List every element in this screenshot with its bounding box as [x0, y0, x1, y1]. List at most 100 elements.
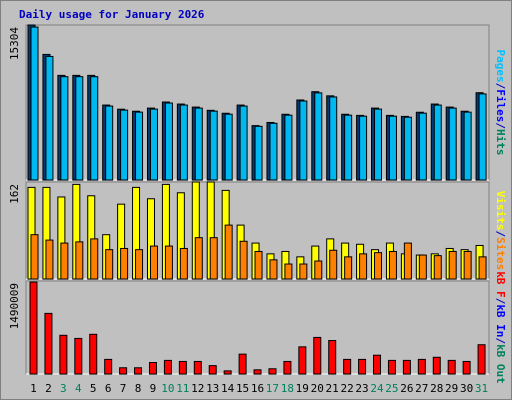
- x-tick-label: 7: [120, 382, 127, 395]
- side-label-part: Visits: [494, 191, 507, 231]
- side-label-part: Pages: [494, 50, 507, 83]
- bar: [209, 237, 218, 280]
- bar: [283, 360, 292, 375]
- x-tick-label: 5: [90, 382, 97, 395]
- bar: [298, 346, 307, 375]
- x-tick-label: 25: [385, 382, 398, 395]
- bar: [478, 256, 487, 280]
- side-label-part: Files: [494, 89, 507, 122]
- x-tick-label: 22: [340, 382, 353, 395]
- bar: [387, 359, 396, 375]
- bar: [403, 116, 412, 181]
- bar: [239, 240, 248, 280]
- bar: [313, 336, 322, 375]
- bar: [432, 356, 441, 375]
- bar: [179, 104, 188, 181]
- bar: [254, 125, 263, 181]
- x-tick-label: 15: [236, 382, 249, 395]
- x-tick-label: 21: [326, 382, 339, 395]
- x-tick-label: 31: [475, 382, 488, 395]
- bar: [30, 234, 39, 280]
- bar: [299, 100, 308, 181]
- x-tick-label: 14: [221, 382, 235, 395]
- bar: [403, 242, 412, 280]
- bar: [344, 114, 353, 181]
- bar: [359, 253, 368, 280]
- x-tick-label: 23: [355, 382, 368, 395]
- bar: [135, 111, 144, 181]
- x-tick-label: 1: [30, 382, 37, 395]
- chart-title: Daily usage for January 2026: [19, 8, 205, 21]
- x-tick-label: 27: [415, 382, 428, 395]
- y-tick-label: 162: [8, 184, 21, 204]
- bar: [463, 250, 472, 280]
- side-label-part: /: [494, 83, 507, 90]
- bar: [299, 263, 308, 280]
- bar: [314, 260, 323, 280]
- bar: [358, 358, 367, 375]
- bar: [89, 333, 98, 375]
- bar: [373, 354, 382, 375]
- bar: [417, 358, 426, 375]
- bar: [314, 92, 323, 181]
- y-tick-label: 15304: [8, 27, 21, 60]
- bar: [164, 102, 173, 181]
- bar: [284, 263, 293, 280]
- bar: [193, 360, 202, 375]
- bar: [433, 104, 442, 181]
- bar: [224, 113, 233, 181]
- bar: [223, 370, 232, 375]
- x-tick-label: 6: [105, 382, 112, 395]
- bar: [60, 242, 69, 280]
- x-tick-label: 16: [251, 382, 264, 395]
- bar: [433, 255, 442, 280]
- bar: [224, 224, 233, 280]
- x-tick-label: 17: [266, 382, 279, 395]
- bar: [194, 107, 203, 181]
- bar: [374, 252, 383, 280]
- side-label-part: kB In: [494, 304, 507, 337]
- bar: [164, 245, 173, 280]
- bar: [119, 367, 128, 375]
- x-tick-label: 2: [45, 382, 52, 395]
- bar: [60, 76, 69, 181]
- bar: [90, 76, 99, 181]
- side-label-part: /: [494, 231, 507, 238]
- x-tick-label: 19: [296, 382, 309, 395]
- bar: [239, 105, 248, 181]
- bar: [45, 239, 54, 280]
- x-tick-label: 29: [445, 382, 458, 395]
- side-label-part: kB Out: [494, 344, 507, 384]
- bar: [208, 365, 217, 375]
- x-tick-label: 12: [191, 382, 204, 395]
- bar: [30, 26, 39, 181]
- bar: [463, 111, 472, 181]
- x-tick-label: 18: [281, 382, 294, 395]
- bar: [477, 344, 486, 375]
- bar: [329, 96, 338, 181]
- bar: [254, 250, 263, 280]
- bar: [418, 254, 427, 280]
- bar: [148, 362, 157, 375]
- bar: [149, 245, 158, 280]
- bar: [478, 93, 487, 181]
- side-label: kB F/kB In/kB Out: [494, 271, 507, 384]
- bar: [74, 337, 83, 375]
- bar: [328, 340, 337, 375]
- x-tick-label: 3: [60, 382, 67, 395]
- bar: [462, 360, 471, 375]
- bar: [343, 358, 352, 375]
- side-label-part: Sites: [494, 237, 507, 270]
- side-label-part: /: [494, 298, 507, 305]
- x-tick-label: 13: [206, 382, 219, 395]
- bar: [268, 368, 277, 375]
- bar: [269, 122, 278, 181]
- bar: [59, 334, 68, 375]
- bar: [104, 358, 113, 375]
- side-label-part: /: [494, 122, 507, 129]
- bar: [135, 249, 144, 280]
- bar: [90, 238, 99, 280]
- bar: [178, 360, 187, 375]
- bar: [75, 241, 84, 280]
